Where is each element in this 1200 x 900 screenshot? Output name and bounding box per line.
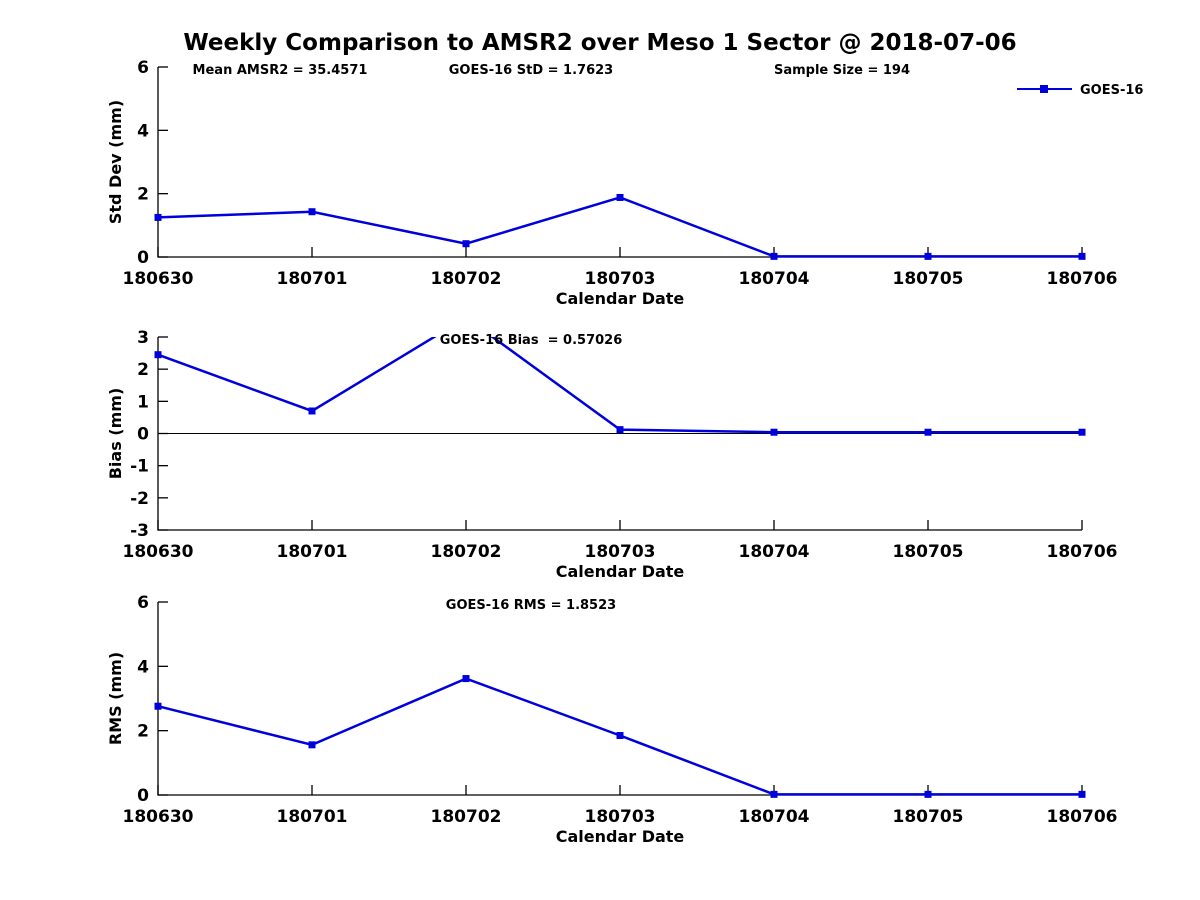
y-tick-label: 1 (137, 392, 149, 412)
y-tick-label: 0 (137, 786, 149, 806)
data-point-marker (616, 193, 624, 201)
y-tick-label: 3 (137, 328, 149, 348)
axes-spines (157, 67, 1082, 258)
figure-title: Weekly Comparison to AMSR2 over Meso 1 S… (183, 30, 1017, 56)
axis-annotation: Sample Size = 194 (774, 63, 910, 78)
y-tick-label: 0 (137, 425, 149, 445)
x-tick-label: 180704 (739, 807, 810, 827)
legend-marker-sample (1040, 85, 1048, 93)
data-point-marker (462, 240, 470, 248)
data-point-marker (308, 208, 316, 216)
x-tick-label: 180630 (123, 269, 194, 289)
subplot-bias: -3 -2 -1 0 1 2 3 180630 180701 180702 180703 180704… (106, 314, 1118, 581)
axis-annotation: GOES-16 RMS = 1.8523 (446, 598, 616, 613)
x-tick-label: 180705 (893, 269, 964, 289)
data-point-marker (308, 741, 316, 749)
x-tick-label: 180706 (1047, 269, 1118, 289)
x-tick-label: 180702 (431, 269, 502, 289)
subplot-std-dev: 0 2 4 6 180630 180701 180702 180703 180704 180705… (106, 58, 1143, 308)
data-point-marker (463, 314, 470, 321)
data-point-marker (924, 790, 932, 798)
x-tick-label: 180706 (1047, 542, 1118, 562)
data-point-marker (770, 252, 778, 260)
data-point-marker (1078, 790, 1086, 798)
x-tick-label: 180705 (893, 807, 964, 827)
y-tick-label: 6 (137, 58, 149, 78)
data-point-marker (1078, 252, 1086, 260)
axes-spines (157, 602, 1082, 796)
y-tick-label: 2 (137, 360, 149, 380)
y-tick-label: -3 (130, 521, 149, 541)
x-axis-label: Calendar Date (556, 562, 685, 581)
y-tick-label: 4 (137, 657, 149, 677)
y-tick-label: 2 (137, 185, 149, 205)
x-tick-label: 180703 (585, 542, 656, 562)
subplot-rms: 0 2 4 6 180630 180701 180702 180703 180704 180705… (106, 593, 1117, 846)
x-tick-label: 180703 (585, 807, 656, 827)
data-point-marker (924, 428, 932, 436)
x-axis-label: Calendar Date (556, 289, 685, 308)
y-tick-label: 0 (137, 248, 149, 268)
x-axis-label: Calendar Date (556, 827, 685, 846)
y-tick-label: 2 (137, 722, 149, 742)
axis-annotation: GOES-16 StD = 1.7623 (449, 63, 613, 78)
axis-annotation: GOES-16 Bias = 0.57026 (440, 333, 623, 348)
x-tick-label: 180630 (123, 807, 194, 827)
data-point-marker (616, 426, 624, 434)
data-point-marker (1078, 428, 1086, 436)
x-tick-label: 180701 (277, 269, 348, 289)
x-tick-label: 180630 (123, 542, 194, 562)
x-tick-label: 180706 (1047, 807, 1118, 827)
x-tick-label: 180701 (277, 807, 348, 827)
y-tick-label: 4 (137, 121, 149, 141)
y-tick-label: 6 (137, 593, 149, 613)
data-point-marker (462, 675, 470, 683)
data-point-marker (154, 351, 162, 359)
x-tick-label: 180701 (277, 542, 348, 562)
data-point-marker (308, 407, 316, 415)
y-tick-label: -1 (130, 457, 149, 477)
x-tick-label: 180705 (893, 542, 964, 562)
data-point-marker (770, 790, 778, 798)
x-tick-label: 180703 (585, 269, 656, 289)
x-tick-label: 180702 (431, 542, 502, 562)
x-tick-label: 180702 (431, 807, 502, 827)
data-point-marker (924, 252, 932, 260)
x-tick-label: 180704 (739, 269, 810, 289)
x-tick-label: 180704 (739, 542, 810, 562)
y-axis-label: Bias (mm) (106, 388, 125, 480)
axis-annotation: Mean AMSR2 = 35.4571 (193, 63, 368, 78)
y-axis-label: Std Dev (mm) (106, 100, 125, 224)
data-point-marker (770, 428, 778, 436)
y-axis-label: RMS (mm) (106, 652, 125, 745)
data-point-marker (154, 702, 162, 710)
legend-label: GOES-16 (1080, 83, 1143, 98)
data-point-marker (154, 213, 162, 221)
y-tick-label: -2 (130, 489, 149, 509)
data-point-marker (616, 731, 624, 739)
